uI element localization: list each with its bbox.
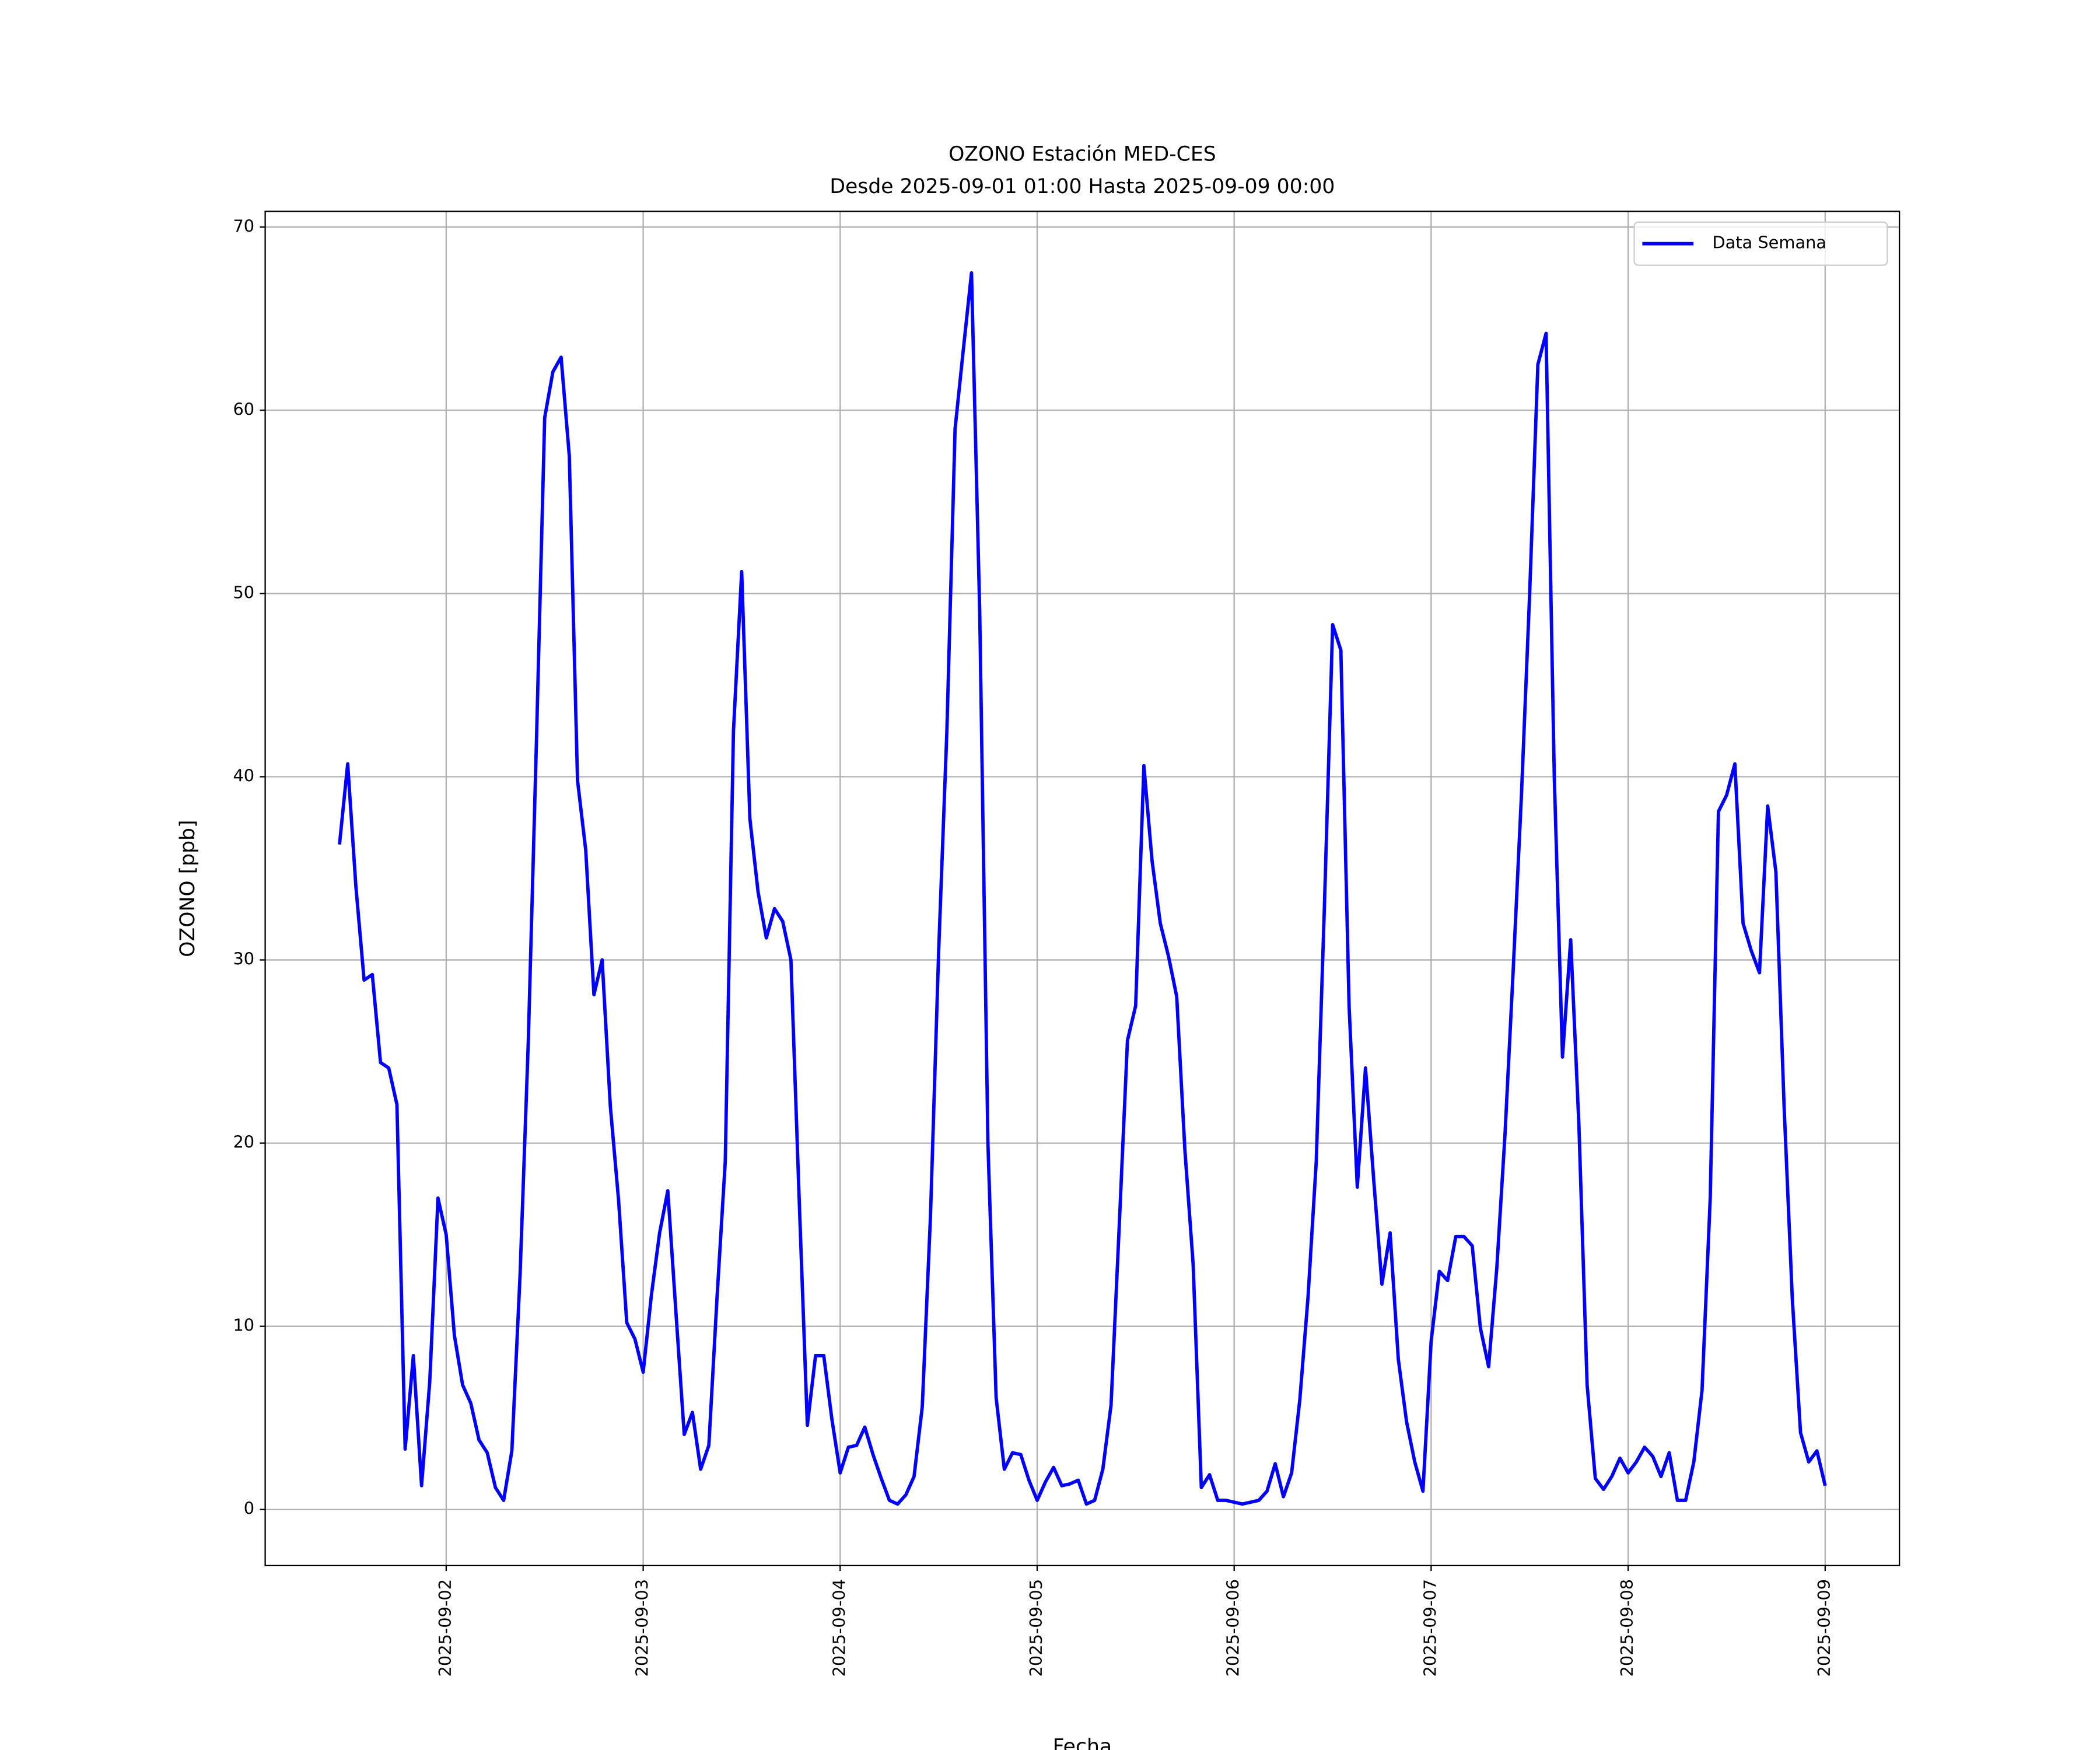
x-tick-label: 2025-09-04 — [829, 1579, 849, 1677]
y-tick-label: 20 — [233, 1132, 254, 1152]
x-tick-label: 2025-09-09 — [1814, 1579, 1834, 1677]
x-tick-label: 2025-09-02 — [435, 1579, 455, 1677]
x-tick-label: 2025-09-06 — [1223, 1579, 1243, 1677]
axes: 0 10 20 30 40 50 60 70 2025-09-02 2025-09-03 2025-… — [233, 216, 1833, 1676]
y-tick-label: 40 — [233, 765, 254, 785]
y-axis-label: OZONO [ppb] — [176, 820, 200, 957]
grid — [265, 211, 1900, 1566]
y-tick-label: 0 — [244, 1499, 254, 1518]
x-tick-label: 2025-09-07 — [1420, 1579, 1440, 1677]
y-tick-label: 10 — [233, 1315, 254, 1335]
chart-subtitle: Desde 2025-09-01 01:00 Hasta 2025-09-09 … — [830, 175, 1335, 198]
legend-box — [1633, 221, 1888, 266]
legend: Data Semana — [1633, 221, 1888, 266]
data-line — [338, 271, 1827, 1506]
x-axis-label: Fecha — [1053, 1735, 1112, 1750]
chart-title: OZONO Estación MED-CES — [949, 142, 1216, 166]
legend-label: Data Semana — [1712, 233, 1826, 253]
plot — [338, 271, 1827, 1506]
y-tick-label: 50 — [233, 582, 254, 602]
x-tick-label: 2025-09-05 — [1026, 1579, 1046, 1677]
y-tick-label: 30 — [233, 949, 254, 969]
y-tick-label: 60 — [233, 399, 254, 419]
y-tick-label: 70 — [233, 216, 254, 236]
x-tick-label: 2025-09-03 — [632, 1579, 652, 1677]
plot-frame — [264, 211, 1901, 1566]
x-tick-label: 2025-09-08 — [1617, 1579, 1637, 1677]
